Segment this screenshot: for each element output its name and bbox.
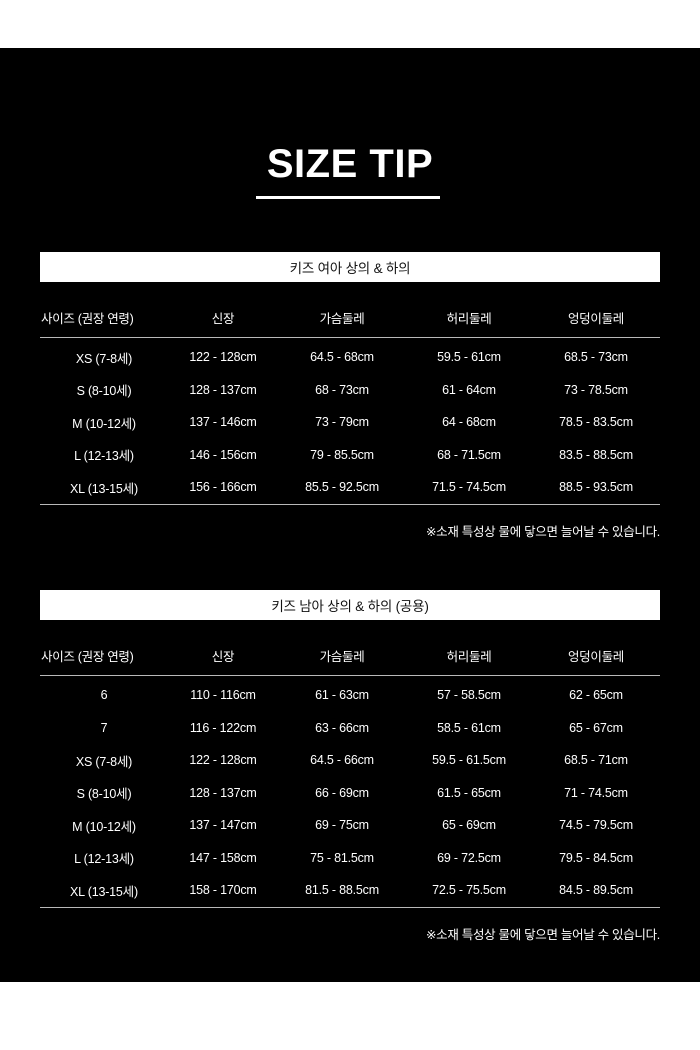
cell-chest: 79 - 85.5cm <box>310 447 374 462</box>
cell-waist: 64 - 68cm <box>442 415 496 430</box>
size-section-boys: 키즈 남아 상의 & 하의 (공용) 사이즈 (권장 연령) 신장 가슴둘레 허… <box>40 590 660 943</box>
cell-hip: 84.5 - 89.5cm <box>532 874 660 908</box>
content-panel: SIZE TIP 키즈 여아 상의 & 하의 사이즈 (권장 연령) 신장 가슴… <box>0 48 700 982</box>
cell-height: 122 - 128cm <box>189 753 257 768</box>
cell-waist: 69 - 72.5cm <box>437 850 501 865</box>
title-underline <box>256 196 440 199</box>
cell-hip: 73 - 78.5cm <box>564 382 628 397</box>
cell-waist: 59.5 - 61.5cm <box>432 753 506 768</box>
table-row: L (12-13세) 147 - 158cm 75 - 81.5cm 69 - … <box>40 842 660 875</box>
table-row: L (12-13세) 146 - 156cm 79 - 85.5cm 68 - … <box>40 439 660 472</box>
cell-waist: 65 - 69cm <box>442 818 496 833</box>
section-note: ※소재 특성상 물에 닿으면 늘어날 수 있습니다. <box>426 524 660 539</box>
table-row: 6 110 - 116cm 61 - 63cm 57 - 58.5cm 62 -… <box>40 676 660 712</box>
cell-height: 110 - 116cm <box>190 688 256 703</box>
cell-waist: 59.5 - 61cm <box>437 350 501 365</box>
cell-height: 122 - 128cm <box>189 350 257 365</box>
table-row: XS (7-8세) 122 - 128cm 64.5 - 68cm 59.5 -… <box>40 338 660 374</box>
cell-size: M (10-12세) <box>72 416 136 431</box>
cell-hip: 68.5 - 73cm <box>564 350 628 365</box>
cell-hip: 78.5 - 83.5cm <box>559 415 633 430</box>
cell-size: 6 <box>100 688 108 703</box>
cell-height: 128 - 137cm <box>189 382 257 397</box>
column-header-height: 신장 <box>168 308 278 338</box>
cell-height: 116 - 122cm <box>189 720 257 735</box>
cell-waist: 71.5 - 74.5cm <box>406 471 532 505</box>
cell-hip: 88.5 - 93.5cm <box>532 471 660 505</box>
column-header-height: 신장 <box>168 646 278 676</box>
cell-chest: 66 - 69cm <box>315 785 369 800</box>
column-header-chest: 가슴둘레 <box>278 646 406 676</box>
column-header-hip: 엉덩이둘레 <box>532 646 660 676</box>
section-banner: 키즈 남아 상의 & 하의 (공용) <box>40 590 660 620</box>
column-header-waist: 허리둘레 <box>406 308 532 338</box>
cell-size: S (8-10세) <box>76 787 132 802</box>
cell-chest: 68 - 73cm <box>315 382 369 397</box>
section-banner: 키즈 여아 상의 & 하의 <box>40 252 660 282</box>
cell-hip: 71 - 74.5cm <box>564 785 628 800</box>
cell-chest: 64.5 - 66cm <box>310 753 374 768</box>
size-table-boys: 사이즈 (권장 연령) 신장 가슴둘레 허리둘레 엉덩이둘레 6 110 - 1… <box>40 646 660 908</box>
column-header-size: 사이즈 (권장 연령) <box>40 646 168 676</box>
cell-waist: 61.5 - 65cm <box>437 785 501 800</box>
cell-waist: 72.5 - 75.5cm <box>406 874 532 908</box>
cell-height: 146 - 156cm <box>189 447 257 462</box>
size-section-girls: 키즈 여아 상의 & 하의 사이즈 (권장 연령) 신장 가슴둘레 허리둘레 엉… <box>40 252 660 540</box>
cell-height: 156 - 166cm <box>168 471 278 505</box>
page-title: SIZE TIP <box>266 142 434 186</box>
cell-waist: 58.5 - 61cm <box>437 720 501 735</box>
table-row: XL (13-15세) 156 - 166cm 85.5 - 92.5cm 71… <box>40 471 660 505</box>
table-row: S (8-10세) 128 - 137cm 66 - 69cm 61.5 - 6… <box>40 777 660 810</box>
cell-size: XL (13-15세) <box>40 471 168 505</box>
cell-size: XL (13-15세) <box>40 874 168 908</box>
table-header-row: 사이즈 (권장 연령) 신장 가슴둘레 허리둘레 엉덩이둘레 <box>40 646 660 676</box>
cell-chest: 61 - 63cm <box>315 688 369 703</box>
cell-height: 137 - 147cm <box>189 818 257 833</box>
section-banner-label: 키즈 남아 상의 & 하의 (공용) <box>271 599 429 614</box>
cell-chest: 81.5 - 88.5cm <box>278 874 406 908</box>
column-header-waist: 허리둘레 <box>406 646 532 676</box>
cell-height: 158 - 170cm <box>168 874 278 908</box>
section-banner-label: 키즈 여아 상의 & 하의 <box>289 261 411 276</box>
page-title-wrap: SIZE TIP <box>0 144 700 184</box>
cell-chest: 63 - 66cm <box>315 720 369 735</box>
cell-height: 147 - 158cm <box>189 850 257 865</box>
size-table-girls: 사이즈 (권장 연령) 신장 가슴둘레 허리둘레 엉덩이둘레 XS (7-8세)… <box>40 308 660 505</box>
cell-height: 128 - 137cm <box>189 785 257 800</box>
cell-size: XS (7-8세) <box>75 351 133 366</box>
table-row: XS (7-8세) 122 - 128cm 64.5 - 66cm 59.5 -… <box>40 744 660 777</box>
cell-size: S (8-10세) <box>76 384 132 399</box>
cell-height: 137 - 146cm <box>189 415 257 430</box>
cell-chest: 69 - 75cm <box>315 818 369 833</box>
cell-waist: 57 - 58.5cm <box>437 688 501 703</box>
cell-size: M (10-12세) <box>72 819 136 834</box>
cell-hip: 74.5 - 79.5cm <box>559 818 633 833</box>
table-row: XL (13-15세) 158 - 170cm 81.5 - 88.5cm 72… <box>40 874 660 908</box>
cell-size: L (12-13세) <box>74 449 134 464</box>
section-note: ※소재 특성상 물에 닿으면 늘어날 수 있습니다. <box>426 927 660 942</box>
cell-chest: 64.5 - 68cm <box>310 350 374 365</box>
table-row: M (10-12세) 137 - 146cm 73 - 79cm 64 - 68… <box>40 406 660 439</box>
cell-waist: 68 - 71.5cm <box>437 447 501 462</box>
table-row: 7 116 - 122cm 63 - 66cm 58.5 - 61cm 65 -… <box>40 712 660 745</box>
cell-size: L (12-13세) <box>74 852 134 867</box>
cell-size: XS (7-8세) <box>75 754 133 769</box>
cell-hip: 83.5 - 88.5cm <box>559 447 633 462</box>
table-row: S (8-10세) 128 - 137cm 68 - 73cm 61 - 64c… <box>40 374 660 407</box>
cell-size: 7 <box>100 720 108 735</box>
cell-chest: 73 - 79cm <box>315 415 369 430</box>
cell-chest: 85.5 - 92.5cm <box>278 471 406 505</box>
table-header-row: 사이즈 (권장 연령) 신장 가슴둘레 허리둘레 엉덩이둘레 <box>40 308 660 338</box>
table-row: M (10-12세) 137 - 147cm 69 - 75cm 65 - 69… <box>40 809 660 842</box>
column-header-hip: 엉덩이둘레 <box>532 308 660 338</box>
column-header-chest: 가슴둘레 <box>278 308 406 338</box>
cell-chest: 75 - 81.5cm <box>310 850 374 865</box>
cell-hip: 79.5 - 84.5cm <box>559 850 633 865</box>
cell-hip: 65 - 67cm <box>569 720 623 735</box>
cell-hip: 68.5 - 71cm <box>564 753 628 768</box>
cell-hip: 62 - 65cm <box>569 688 623 703</box>
column-header-size: 사이즈 (권장 연령) <box>40 308 168 338</box>
cell-waist: 61 - 64cm <box>442 382 496 397</box>
